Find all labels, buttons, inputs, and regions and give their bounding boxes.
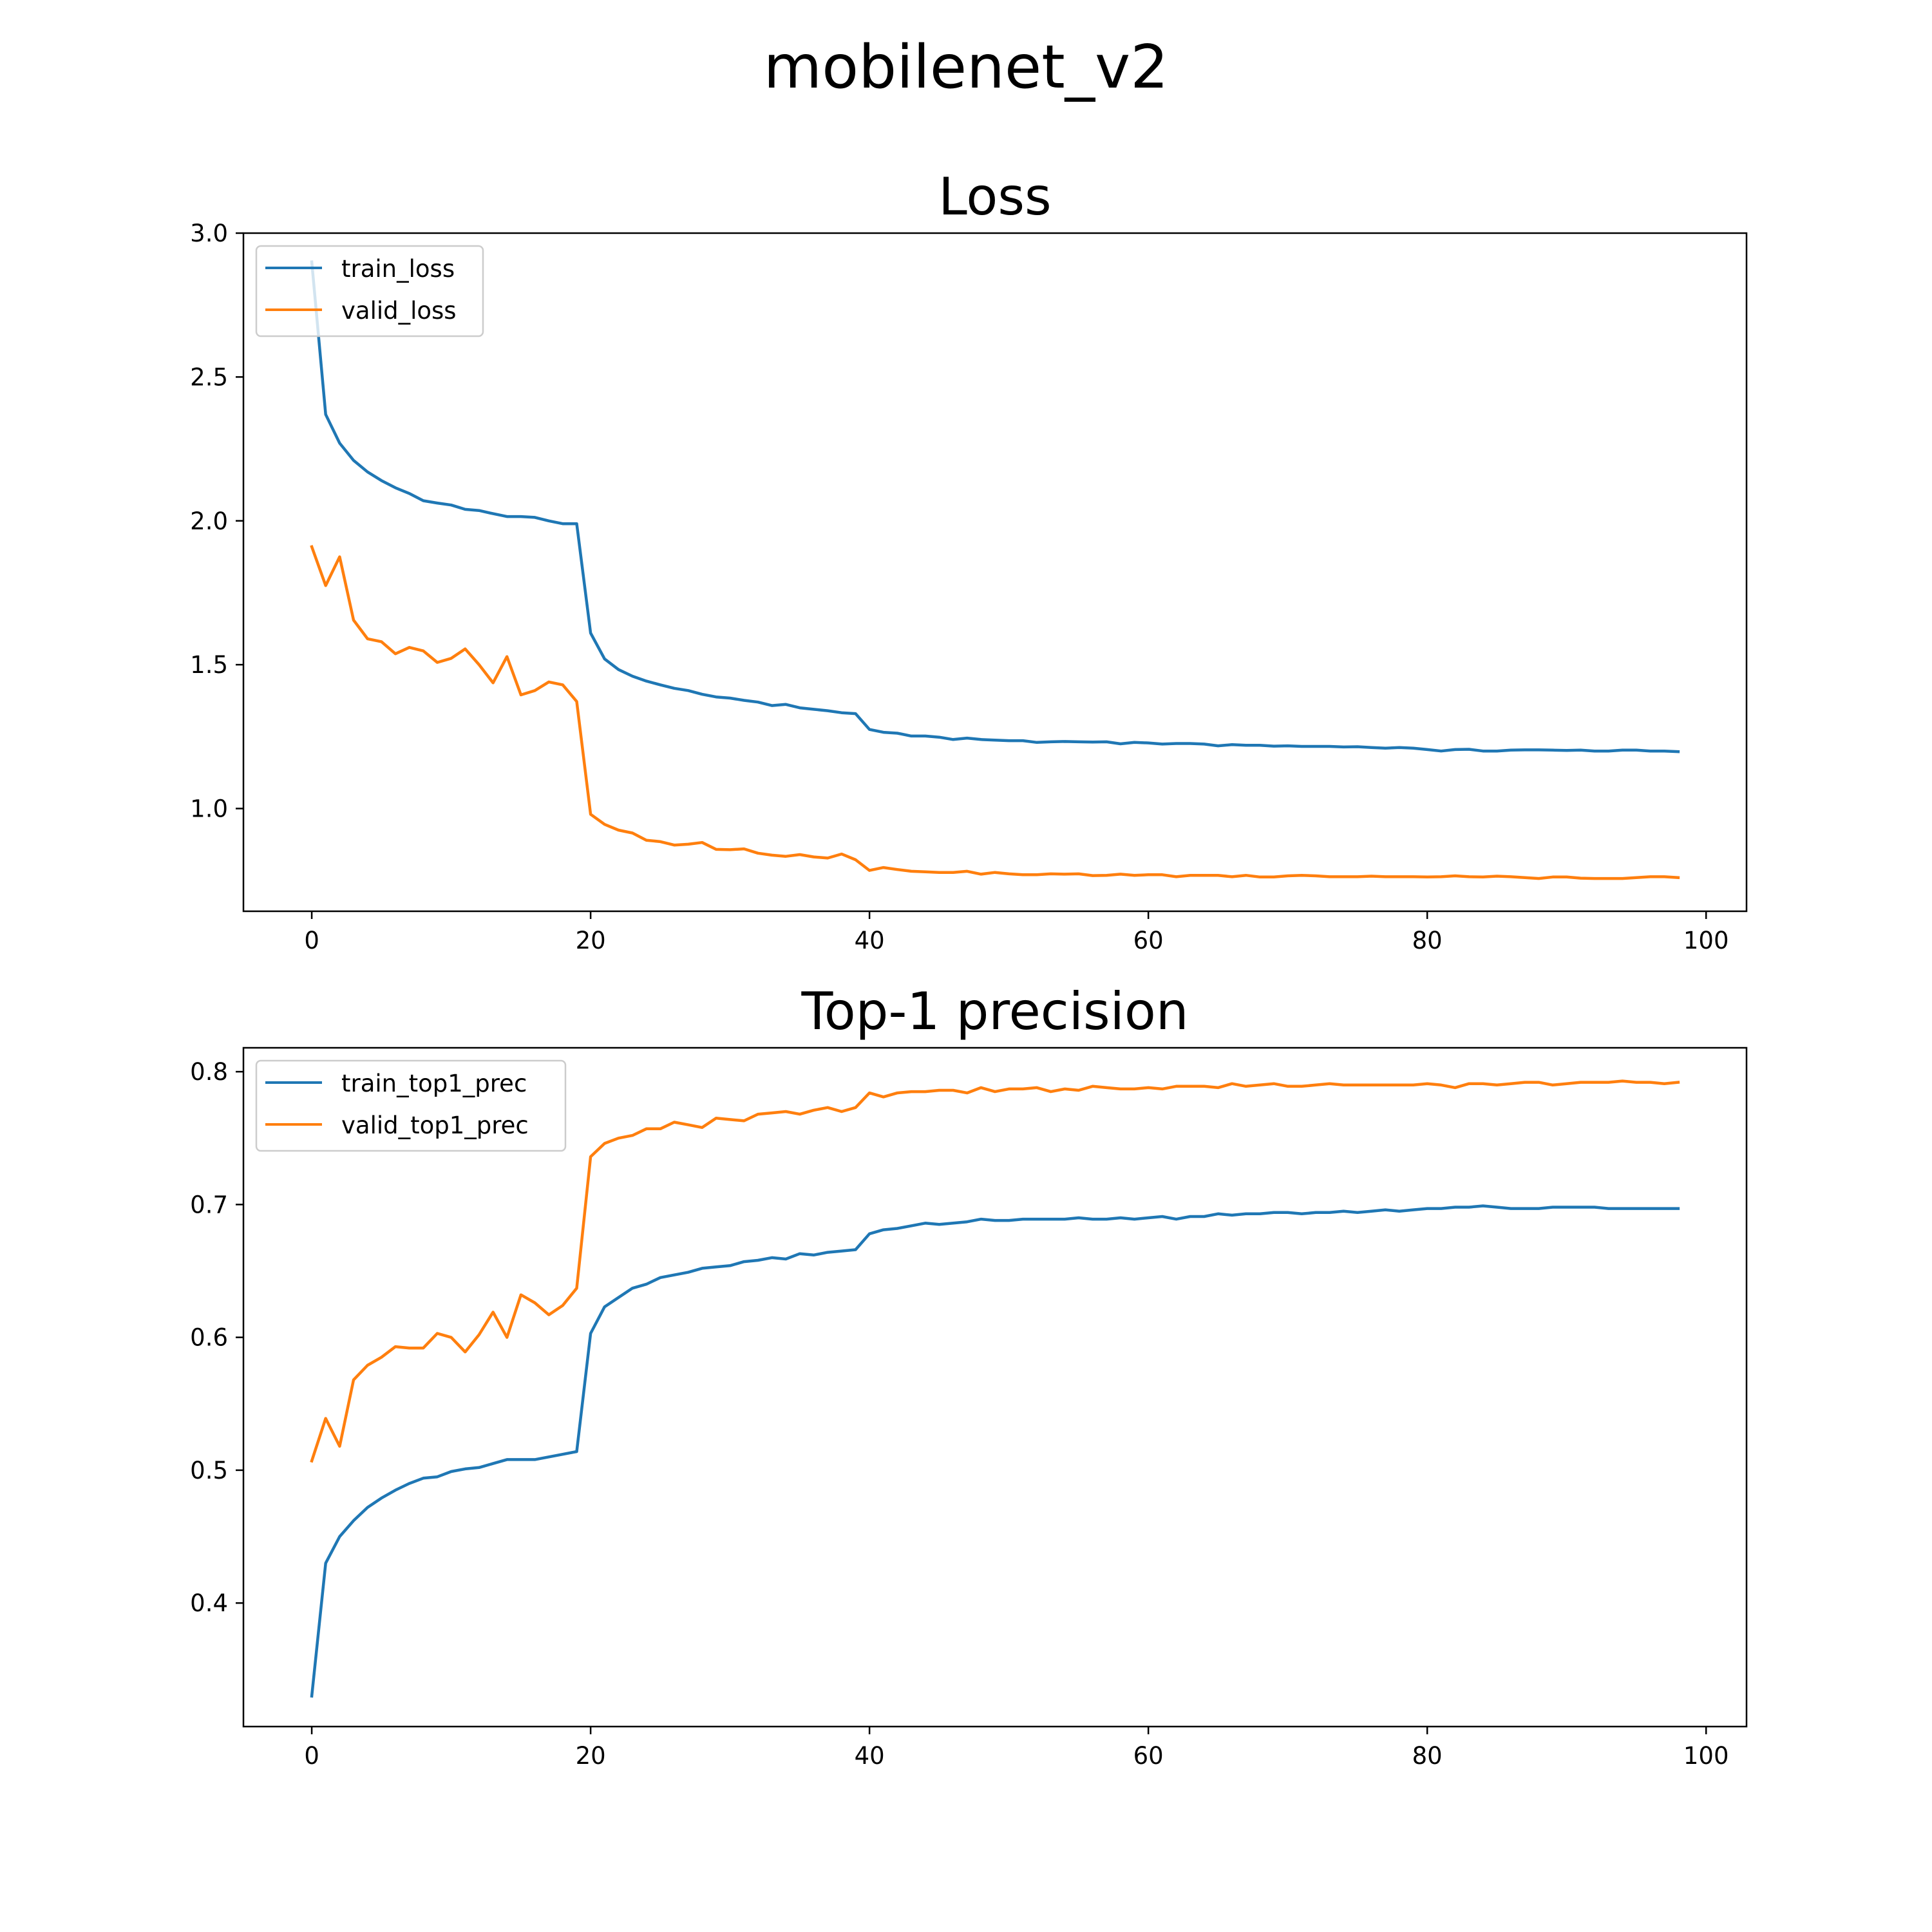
- loss-plot-title: Loss: [938, 167, 1051, 227]
- loss-y-tick-label: 1.5: [190, 651, 228, 679]
- loss-legend: train_loss valid_loss: [255, 245, 484, 337]
- precision-x-tick-label: 60: [1133, 1742, 1164, 1770]
- precision-x-tick-label: 100: [1683, 1742, 1729, 1770]
- loss-y-tick-label: 1.0: [190, 795, 228, 823]
- precision-y-tick-label: 0.4: [190, 1589, 228, 1617]
- precision-y-tick-label: 0.7: [190, 1191, 228, 1218]
- precision-series-lines: [310, 1079, 1680, 1698]
- precision-y-tick-label: 0.6: [190, 1324, 228, 1352]
- precision-x-tick-label: 0: [304, 1742, 319, 1770]
- precision-plot: Top-1 precision 0.4 0.5 0.6 0.7 0.8 0 20 40 60 8…: [190, 981, 1748, 1770]
- loss-x-tick-label: 20: [576, 927, 606, 954]
- precision-x-tick-label: 40: [855, 1742, 885, 1770]
- precision-legend-box: [255, 1059, 567, 1152]
- loss-x-tick-label: 80: [1412, 927, 1443, 954]
- loss-legend-label-valid: valid_loss: [341, 297, 457, 325]
- valid_loss-line: [310, 545, 1680, 880]
- precision-legend: train_top1_prec valid_top1_prec: [255, 1059, 567, 1152]
- precision-y-tick-label: 0.8: [190, 1058, 228, 1086]
- figure-suptitle: mobilenet_v2: [764, 32, 1169, 102]
- loss-x-ticks: 0 20 40 60 80 100: [304, 911, 1729, 954]
- precision-y-tick-label: 0.5: [190, 1457, 228, 1484]
- train_loss-line: [310, 260, 1680, 753]
- loss-y-ticks: 1.0 1.5 2.0 2.5 3.0: [190, 220, 243, 823]
- precision-y-ticks: 0.4 0.5 0.6 0.7 0.8: [190, 1058, 243, 1617]
- loss-y-tick-label: 2.5: [190, 363, 228, 391]
- precision-plot-frame: [242, 1046, 1748, 1728]
- precision-x-tick-label: 80: [1412, 1742, 1443, 1770]
- valid_top1_prec-line: [310, 1079, 1680, 1463]
- loss-x-tick-label: 100: [1683, 927, 1729, 954]
- loss-legend-label-train: train_loss: [341, 255, 455, 283]
- loss-plot-frame: [242, 232, 1748, 913]
- precision-x-tick-label: 20: [576, 1742, 606, 1770]
- loss-x-tick-label: 0: [304, 927, 319, 954]
- loss-series-lines: [310, 260, 1680, 880]
- train_top1_prec-line: [310, 1204, 1680, 1698]
- loss-x-tick-label: 60: [1133, 927, 1164, 954]
- precision-plot-area: [243, 1048, 1747, 1727]
- precision-legend-label-valid: valid_top1_prec: [341, 1112, 529, 1139]
- loss-y-tick-label: 3.0: [190, 220, 228, 247]
- precision-x-ticks: 0 20 40 60 80 100: [304, 1727, 1729, 1770]
- loss-y-tick-label: 2.0: [190, 507, 228, 535]
- precision-legend-label-train: train_top1_prec: [341, 1070, 527, 1097]
- loss-x-tick-label: 40: [855, 927, 885, 954]
- loss-plot-area: [243, 233, 1747, 911]
- loss-plot: Loss 1.0 1.5 2.0 2.5 3.0 0 20 40 60 80 100 train_…: [190, 167, 1748, 954]
- precision-plot-title: Top-1 precision: [800, 981, 1188, 1041]
